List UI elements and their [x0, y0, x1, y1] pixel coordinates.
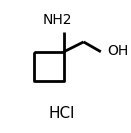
Text: HCl: HCl — [48, 106, 75, 121]
Text: NH2: NH2 — [43, 13, 73, 27]
Text: OH: OH — [107, 43, 128, 57]
